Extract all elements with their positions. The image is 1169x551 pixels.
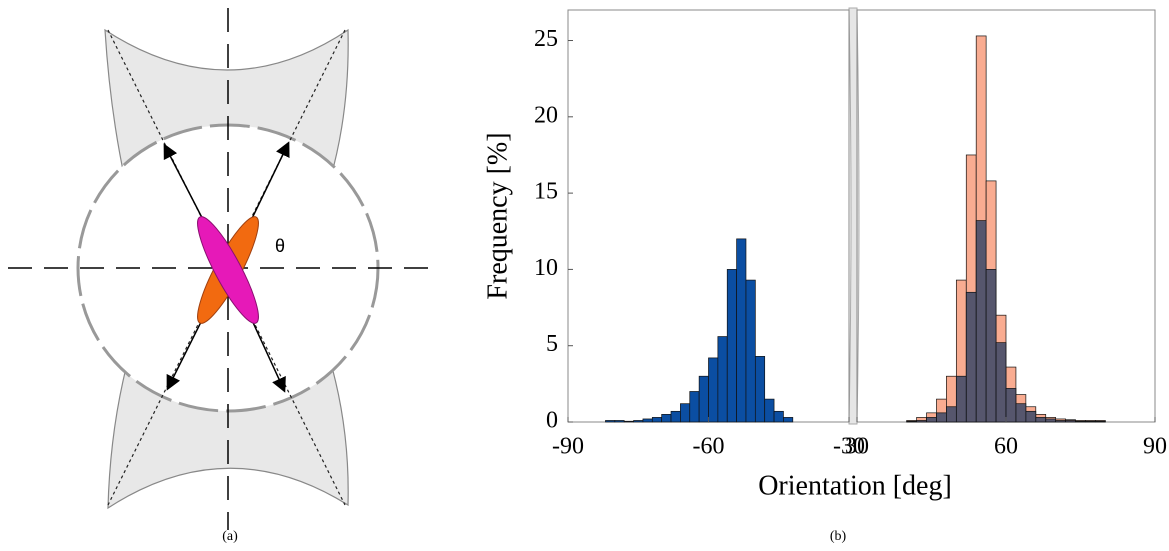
- bar: [1055, 420, 1066, 423]
- magenta-ellipse: [197, 216, 259, 324]
- bar: [1005, 388, 1017, 423]
- bar: [670, 410, 681, 423]
- bar: [1045, 418, 1057, 423]
- bar: [936, 412, 947, 423]
- bar: [1015, 403, 1027, 423]
- x-tick-label: -60: [693, 434, 725, 460]
- x-tick-label: -90: [552, 434, 584, 460]
- y-tick-label: 25: [534, 26, 558, 52]
- bar: [773, 410, 784, 423]
- x-tick-label: 90: [1143, 434, 1167, 460]
- bar: [736, 238, 747, 423]
- bar: [614, 420, 625, 423]
- bar: [708, 357, 719, 423]
- bar: [955, 375, 967, 423]
- bar: [965, 291, 977, 423]
- x-tick-label: -30: [833, 434, 865, 460]
- bar: [680, 403, 691, 423]
- x-tick-label: 30: [845, 434, 869, 460]
- bar: [717, 336, 728, 423]
- y-tick-label: 10: [534, 255, 558, 281]
- angle-label: θ: [275, 236, 285, 256]
- bar: [995, 342, 1007, 423]
- y-tick-label: 20: [534, 102, 558, 128]
- bar: [1075, 420, 1086, 423]
- x-tick-label: 60: [994, 434, 1018, 460]
- bar: [633, 420, 644, 423]
- bar: [754, 356, 766, 423]
- caption: (b): [830, 529, 847, 544]
- bar: [764, 398, 775, 423]
- axis-break: [848, 7, 860, 425]
- caption: (a): [222, 529, 238, 544]
- x-axis-label: Orientation [deg]: [758, 470, 952, 501]
- bar: [661, 414, 672, 423]
- bar: [1035, 417, 1047, 423]
- bar: [651, 417, 663, 423]
- bar: [689, 391, 700, 423]
- bar: [1065, 420, 1076, 423]
- bar: [906, 420, 917, 423]
- bar: [985, 269, 997, 423]
- diagram: θ: [8, 8, 435, 530]
- y-tick-label: 5: [546, 331, 558, 357]
- y-tick-label: 15: [534, 179, 558, 205]
- bar: [926, 417, 937, 423]
- y-axis-label: Frequency [%]: [482, 132, 513, 299]
- bar: [605, 420, 616, 423]
- bar: [698, 375, 709, 423]
- bar: [1085, 420, 1096, 423]
- bar: [783, 417, 794, 423]
- bar: [975, 220, 987, 423]
- y-tick-label: 0: [546, 408, 558, 434]
- bar: [726, 269, 737, 423]
- bar: [623, 420, 634, 423]
- bar: [1095, 420, 1106, 423]
- bar: [916, 420, 927, 423]
- bar: [642, 418, 653, 423]
- bar: [1025, 410, 1037, 423]
- bar: [946, 406, 957, 423]
- bar: [745, 279, 756, 423]
